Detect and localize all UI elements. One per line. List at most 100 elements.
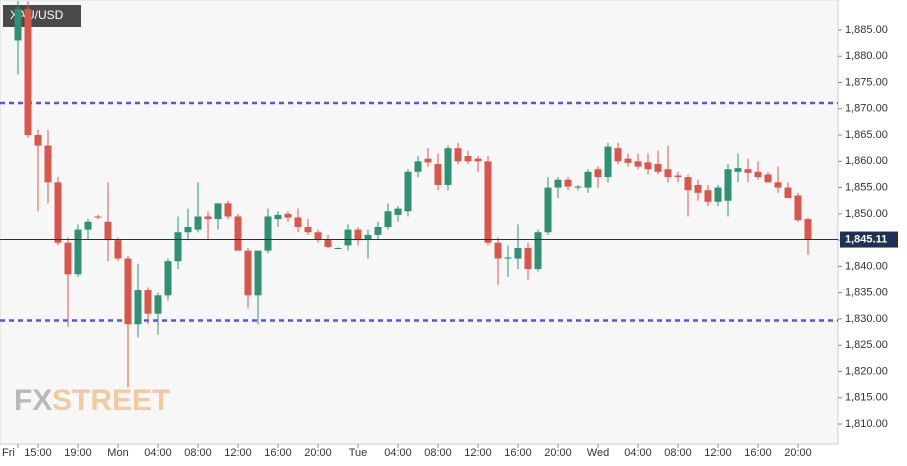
candle-body [704, 190, 712, 202]
last-price-box [840, 231, 898, 248]
candle-body [724, 169, 732, 201]
candle-body [784, 187, 792, 199]
x-tick-label: 15:00 [24, 447, 52, 459]
candle-body [74, 229, 82, 275]
x-tick-label: 16:00 [744, 447, 772, 459]
candle-body [274, 214, 282, 220]
y-tick-label: 1,855.00 [845, 181, 888, 193]
candle-body [384, 211, 392, 227]
candle-body [464, 156, 472, 162]
candle-body [224, 203, 232, 217]
candle-body [594, 169, 602, 178]
candle-body [614, 148, 622, 162]
y-tick-label: 1,810.00 [845, 418, 888, 430]
candle-body [584, 171, 592, 188]
candle-body [204, 216, 212, 220]
candle-body [164, 261, 172, 296]
candle-body [684, 177, 692, 191]
y-tick-label: 1,825.00 [845, 339, 888, 351]
candle-body [284, 213, 292, 218]
candle-body [404, 171, 412, 212]
x-tick-label: 04:00 [144, 447, 172, 459]
candle-body [744, 169, 752, 173]
candle-body [184, 226, 192, 233]
candle-body [634, 161, 642, 167]
watermark-fx: FX [14, 384, 52, 417]
candle-body [134, 290, 142, 325]
candle-body [524, 248, 532, 270]
candle-body [554, 179, 562, 188]
candle-body [534, 232, 542, 270]
candle-body [564, 179, 572, 187]
candle-body [194, 216, 202, 230]
candle-body [424, 158, 432, 163]
candle-body [644, 162, 652, 170]
candle-body [514, 248, 522, 259]
x-tick-label: Tue [349, 447, 368, 459]
candle-body [234, 216, 242, 251]
candle-body [544, 187, 552, 233]
candle-body [574, 186, 582, 188]
candle-body [624, 158, 632, 163]
x-tick-label: 04:00 [624, 447, 652, 459]
x-tick-label: 20:00 [544, 447, 572, 459]
candle-body [124, 258, 132, 325]
candle-body [694, 184, 702, 193]
candle-body [774, 182, 782, 188]
candle-body [264, 216, 272, 251]
candle-body [104, 221, 112, 241]
y-tick-label: 1,880.00 [845, 50, 888, 62]
candle-body [344, 229, 352, 246]
candle-body [484, 161, 492, 243]
y-tick-label: 1,860.00 [845, 155, 888, 167]
x-tick-label: 12:00 [704, 447, 732, 459]
candle-body [304, 226, 312, 233]
candle-body [24, 8, 32, 136]
candle-body [604, 146, 612, 178]
y-tick-label: 1,840.00 [845, 260, 888, 272]
y-tick-label: 1,820.00 [845, 365, 888, 377]
x-tick-label: Wed [587, 447, 609, 459]
candle-body [764, 174, 772, 183]
watermark: FX STREET [14, 384, 170, 417]
x-tick-label: 20:00 [304, 447, 332, 459]
candle-body [374, 226, 382, 235]
candle-body [64, 242, 72, 275]
x-tick-label: 16:00 [264, 447, 292, 459]
x-tick-label: 08:00 [664, 447, 692, 459]
x-tick-label: Mon [107, 447, 128, 459]
y-tick-label: 1,870.00 [845, 103, 888, 115]
candle-body [674, 175, 682, 178]
candle-body [794, 195, 802, 221]
y-tick-label: 1,885.00 [845, 24, 888, 36]
candle-body [754, 171, 762, 178]
candle-body [354, 229, 362, 241]
candle-body [494, 242, 502, 259]
x-tick-label: 16:00 [504, 447, 532, 459]
candle-body [364, 234, 372, 241]
candle-body [154, 295, 162, 314]
candle-body [434, 163, 442, 185]
candle-body [54, 182, 62, 243]
candle-body [444, 148, 452, 185]
candle-body [294, 217, 302, 227]
x-tick-label: 12:00 [224, 447, 252, 459]
x-tick-label: 08:00 [184, 447, 212, 459]
y-tick-label: 1,850.00 [845, 208, 888, 220]
candle-body [244, 250, 252, 296]
x-tick-label: Fri [2, 447, 15, 459]
y-tick-label: 1,865.00 [845, 129, 888, 141]
x-tick-label: 08:00 [424, 447, 452, 459]
y-tick-label: 1,835.00 [845, 287, 888, 299]
last-price-label: 1,845.11 [845, 233, 887, 245]
candle-body [474, 158, 482, 162]
x-tick-label: 19:00 [64, 447, 92, 459]
y-tick-label: 1,875.00 [845, 76, 888, 88]
candle-body [504, 257, 512, 259]
candle-body [114, 240, 122, 259]
candle-body [14, 8, 22, 41]
candle-body [144, 290, 152, 314]
candle-body [94, 216, 102, 218]
x-tick-label: 20:00 [784, 447, 812, 459]
